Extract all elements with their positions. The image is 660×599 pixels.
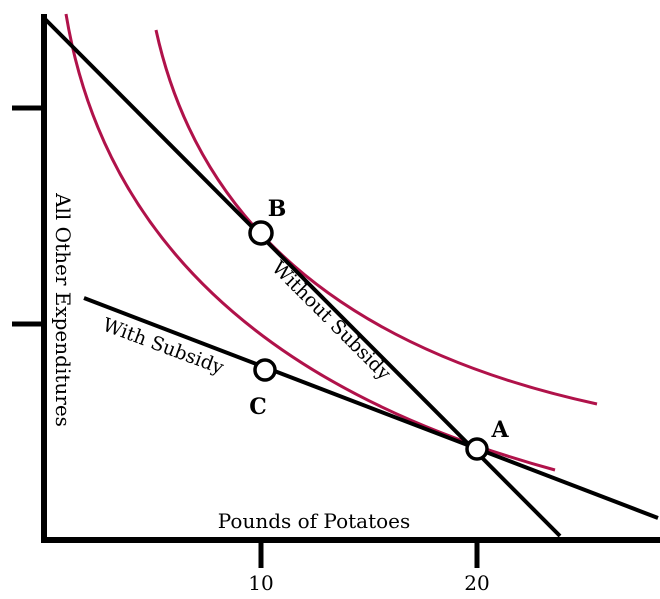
without-subsidy-label: Without Subsidy	[267, 257, 395, 385]
x-axis-label: Pounds of Potatoes	[218, 509, 411, 533]
point-c	[253, 358, 277, 382]
point-a-label: A	[490, 417, 509, 443]
point-a	[465, 437, 489, 461]
y-axis-label: All Other Expenditures	[51, 192, 75, 427]
point-c-label: C	[249, 394, 267, 420]
point-b-label: B	[268, 196, 287, 222]
point-b	[248, 220, 274, 246]
budget-line-with-subsidy	[83, 296, 659, 520]
indifference-curve-upper	[154, 29, 598, 406]
x-tick-label-10: 10	[248, 571, 273, 594]
x-tick-label-20: 20	[464, 571, 489, 594]
indifference-curve-lower	[64, 13, 556, 472]
